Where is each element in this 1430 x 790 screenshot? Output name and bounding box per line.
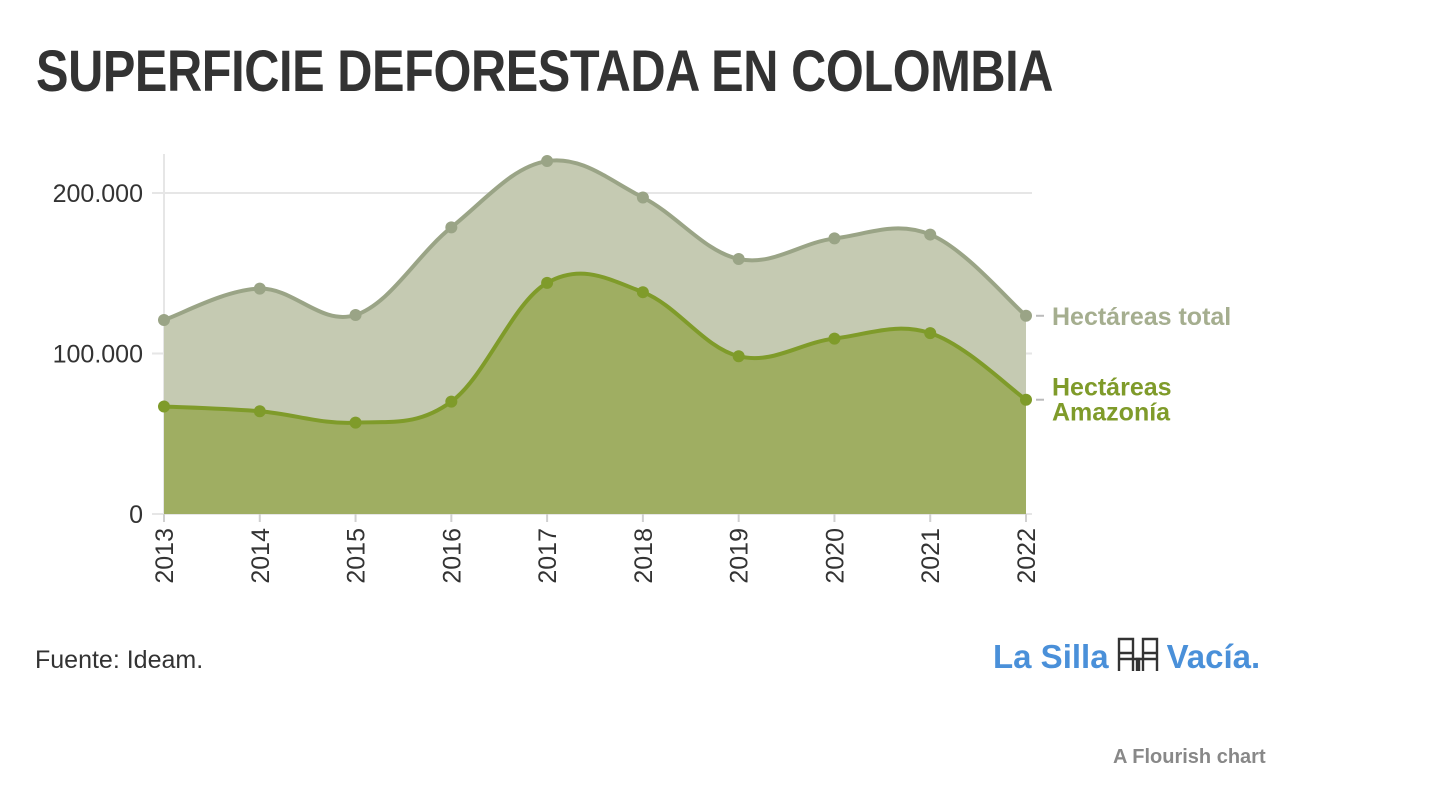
- chart-title: SUPERFICIE DEFORESTADA EN COLOMBIA: [36, 39, 1054, 104]
- chairs-icon: [1115, 635, 1161, 679]
- x-tick-label: 2018: [630, 528, 658, 584]
- series-label: Hectáreas total: [1052, 303, 1231, 331]
- data-point: [1020, 393, 1032, 406]
- x-tick-label: 2014: [247, 528, 275, 584]
- x-tick-label: 2013: [151, 528, 179, 584]
- data-point: [732, 252, 745, 265]
- x-tick-label: 2017: [534, 528, 562, 584]
- data-point: [445, 395, 458, 408]
- y-tick-label: 100.000: [53, 341, 143, 369]
- data-point: [924, 228, 937, 241]
- data-points: [158, 155, 1032, 429]
- series-areas: [164, 160, 1026, 514]
- x-tick-label: 2016: [438, 528, 466, 584]
- data-point: [636, 191, 649, 204]
- data-point: [158, 400, 170, 413]
- x-tick-label: 2019: [726, 528, 754, 584]
- data-point: [828, 232, 841, 245]
- x-tick-label: 2015: [343, 528, 371, 584]
- data-point: [541, 155, 554, 168]
- logo-text-left: La Silla: [993, 638, 1109, 675]
- x-tick-label: 2022: [1013, 528, 1041, 584]
- series-line: [163, 271, 1028, 425]
- publisher-logo[interactable]: La Silla Vacía.: [993, 636, 1260, 678]
- data-point: [158, 313, 170, 326]
- data-point: [924, 327, 937, 340]
- series-lines: [163, 158, 1028, 425]
- flourish-credit[interactable]: A Flourish chart: [1113, 746, 1266, 768]
- series-area: [164, 273, 1026, 514]
- data-point: [732, 350, 745, 363]
- logo-text-right: Vacía.: [1166, 638, 1261, 675]
- series-line: [163, 158, 1028, 322]
- data-point: [253, 282, 266, 295]
- data-point: [636, 286, 649, 299]
- axes: 0 100.000 200.000 2013 2014 2015 2016 2017 2018 2…: [53, 180, 1041, 584]
- x-tick-label: 2021: [917, 528, 945, 584]
- data-point: [253, 405, 266, 418]
- y-tick-label: 0: [129, 501, 143, 529]
- data-point: [349, 308, 362, 321]
- x-tick-label: 2020: [821, 528, 849, 584]
- series-label: Amazonía: [1052, 399, 1171, 427]
- data-point: [1020, 309, 1032, 322]
- source-note: Fuente: Ideam.: [35, 646, 204, 674]
- data-point: [349, 416, 362, 429]
- series-label: Hectáreas: [1052, 374, 1172, 402]
- data-point: [541, 276, 554, 289]
- y-tick-label: 200.000: [53, 180, 143, 208]
- data-point: [828, 332, 841, 345]
- data-point: [445, 221, 458, 234]
